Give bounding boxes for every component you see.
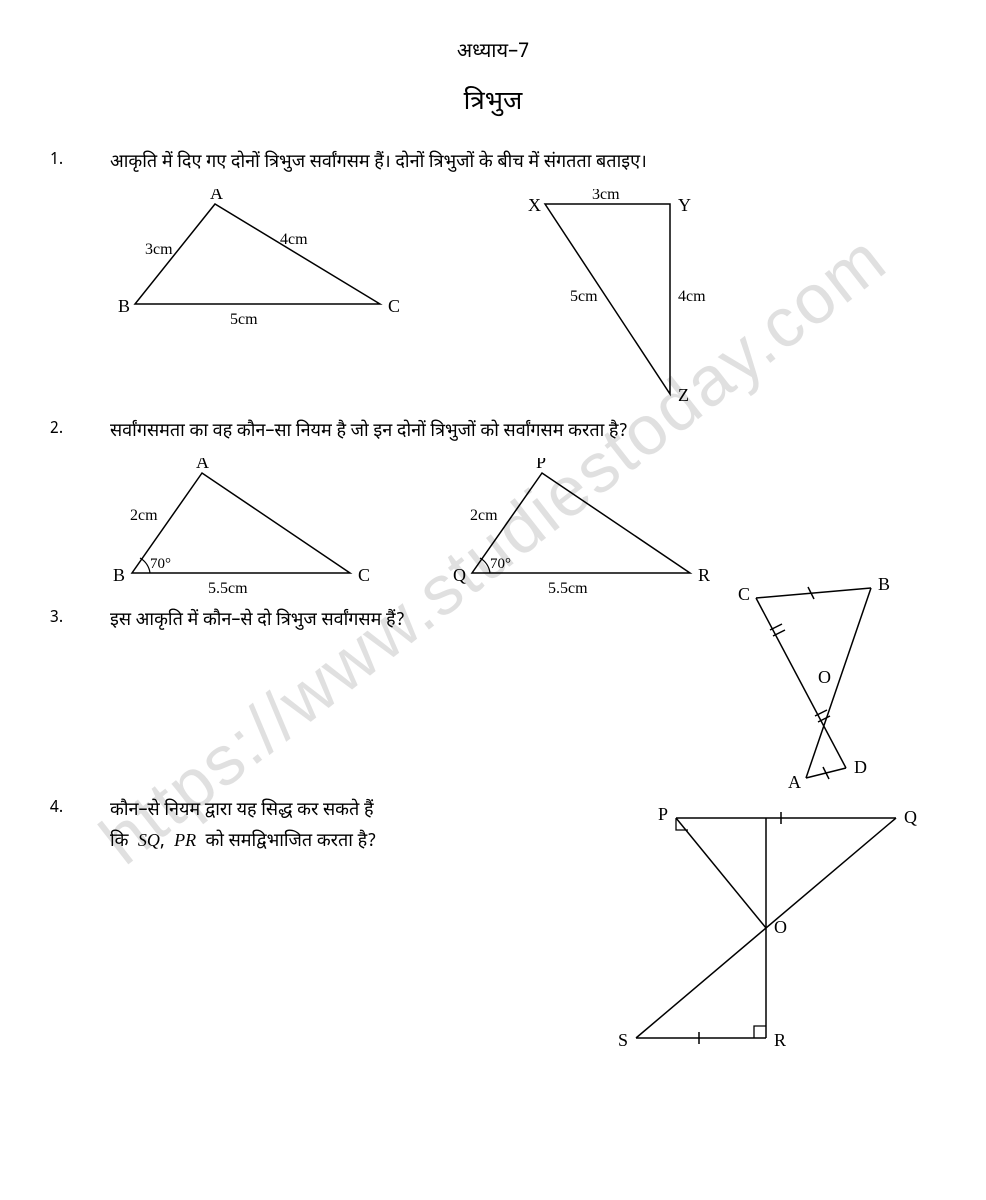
vertex-a: A (788, 772, 801, 792)
q4-figure: P Q O R S (596, 798, 936, 1058)
question-1: 1. आकृति में दिए गए दोनों त्रिभुज सर्वां… (50, 150, 936, 179)
question-number: 2. (50, 419, 110, 440)
side-xy-label: 3cm (592, 189, 620, 203)
vertex-a: A (210, 189, 223, 203)
q4-pr: PR (174, 830, 196, 850)
vertex-c: C (388, 296, 400, 316)
question-text: आकृति में दिए गए दोनों त्रिभुज सर्वांगसम… (110, 150, 936, 179)
q4-text-part1: कौन–से नियम द्वारा यह सिद्ध कर सकते हैं (110, 800, 374, 823)
question-number: 3. (50, 608, 110, 629)
vertex-q: Q (904, 807, 917, 827)
question-text: कौन–से नियम द्वारा यह सिद्ध कर सकते हैं … (110, 798, 596, 859)
question-number: 4. (50, 798, 110, 819)
vertex-d: D (854, 757, 867, 777)
side-pq-label: 2cm (470, 507, 498, 524)
vertex-z: Z (678, 385, 689, 405)
vertex-r: R (774, 1030, 786, 1050)
side-ac-label: 4cm (280, 231, 308, 248)
vertex-o: O (818, 667, 831, 687)
vertex-b: B (118, 296, 130, 316)
vertex-p: P (658, 804, 668, 824)
vertex-s: S (618, 1030, 628, 1050)
q2-figures: A B C 2cm 70° 5.5cm P Q R 2cm 70° 5.5cm (110, 458, 936, 608)
question-4: 4. कौन–से नियम द्वारा यह सिद्ध कर सकते ह… (50, 798, 596, 859)
q4-sq: SQ (138, 830, 160, 850)
q1-triangle-xyz: X Y Z 3cm 5cm 4cm (470, 189, 730, 419)
vertex-x: X (528, 195, 541, 215)
vertex-y: Y (678, 195, 691, 215)
angle-b-label: 70° (150, 556, 171, 572)
side-ab-label: 2cm (130, 507, 158, 524)
side-xz-label: 5cm (570, 288, 598, 305)
q4-comma: , (160, 831, 165, 854)
question-text: इस आकृति में कौन–से दो त्रिभुज सर्वांगसम… (110, 608, 656, 637)
side-qr-label: 5.5cm (548, 580, 588, 597)
angle-q-label: 70° (490, 556, 511, 572)
q1-figures: A B C 3cm 4cm 5cm X Y Z 3cm 5cm 4cm (110, 189, 936, 419)
vertex-r: R (698, 565, 710, 585)
q2-triangle-pqr: P Q R 2cm 70° 5.5cm (450, 458, 730, 608)
vertex-q: Q (453, 565, 466, 585)
question-3: 3. इस आकृति में कौन–से दो त्रिभुज सर्वां… (50, 608, 656, 637)
vertex-a: A (196, 458, 209, 472)
side-bc-label: 5cm (230, 311, 258, 328)
vertex-o: O (774, 917, 787, 937)
question-2: 2. सर्वांगसमता का वह कौन–सा नियम है जो इ… (50, 419, 936, 448)
side-ab-label: 3cm (145, 241, 173, 258)
q4-text-part3: को समद्विभाजित करता है? (205, 831, 376, 854)
vertex-b: B (113, 565, 125, 585)
side-yz-label: 4cm (678, 288, 706, 305)
q4-text-part2: कि (110, 831, 129, 854)
vertex-c: C (358, 565, 370, 585)
q1-triangle-abc: A B C 3cm 4cm 5cm (110, 189, 410, 339)
question-number: 1. (50, 150, 110, 171)
chapter-label: अध्याय–7 (50, 40, 936, 66)
question-text: सर्वांगसमता का वह कौन–सा नियम है जो इन द… (110, 419, 936, 448)
q2-triangle-abc: A B C 2cm 70° 5.5cm (110, 458, 390, 608)
topic-title: त्रिभुज (50, 86, 936, 120)
side-bc-label: 5.5cm (208, 580, 248, 597)
vertex-p: P (536, 458, 546, 472)
